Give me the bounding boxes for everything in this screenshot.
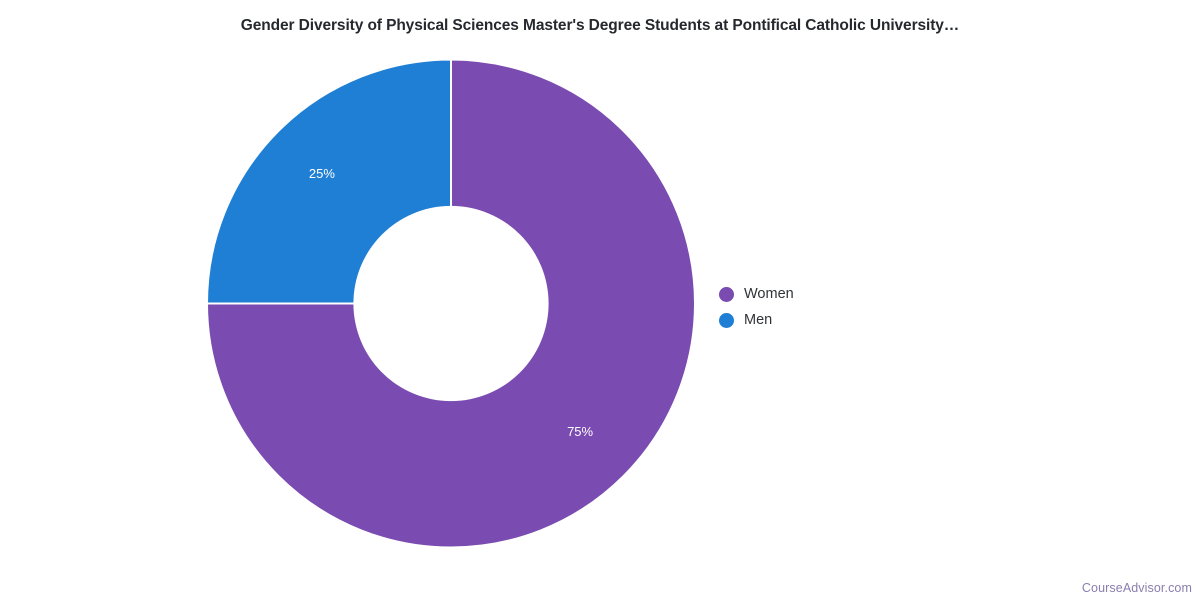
slice-label-women: 75%	[567, 424, 593, 439]
chart-legend: Women Men	[719, 281, 794, 333]
pie-slice-women[interactable]	[207, 59, 695, 548]
donut-plot-area: 25% 75%	[207, 59, 695, 548]
legend-label-women: Women	[744, 285, 794, 302]
legend-swatch-women-icon	[719, 286, 734, 302]
slice-label-men: 25%	[309, 166, 335, 181]
footer-credit: CourseAdvisor.com	[1081, 581, 1192, 595]
page-title: Gender Diversity of Physical Sciences Ma…	[240, 17, 960, 34]
legend-item-women[interactable]: Women	[719, 281, 794, 307]
legend-label-men: Men	[744, 311, 773, 328]
legend-swatch-men-icon	[719, 312, 734, 328]
donut-hole	[353, 205, 549, 402]
donut-svg: 25% 75%	[207, 59, 695, 548]
legend-item-men[interactable]: Men	[719, 307, 794, 333]
